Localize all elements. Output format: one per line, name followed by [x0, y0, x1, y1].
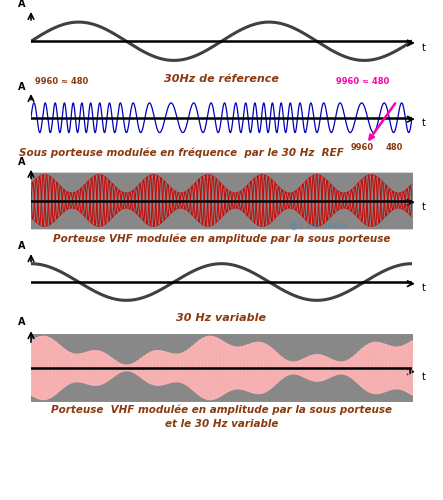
- Text: t: t: [421, 118, 425, 128]
- Text: t: t: [421, 42, 425, 52]
- Text: 30Hz de réference: 30Hz de réference: [164, 74, 279, 84]
- Text: A: A: [18, 82, 25, 92]
- Text: A: A: [18, 0, 25, 9]
- Text: A: A: [18, 317, 25, 327]
- Text: et le 30 Hz variable: et le 30 Hz variable: [165, 419, 278, 429]
- Text: A: A: [18, 156, 25, 166]
- Text: Porteuse  VHF modulée en amplitude par la sous porteuse: Porteuse VHF modulée en amplitude par la…: [51, 404, 392, 415]
- Text: t: t: [421, 202, 425, 212]
- Text: t: t: [421, 372, 425, 382]
- Text: 9960: 9960: [351, 143, 374, 152]
- Text: t: t: [421, 283, 425, 293]
- Text: 30 Hz variable: 30 Hz variable: [176, 313, 267, 323]
- Text: Porteuse VHF modulée en amplitude par la sous porteuse: Porteuse VHF modulée en amplitude par la…: [53, 234, 390, 244]
- Text: 9960 ≈ 480: 9960 ≈ 480: [336, 76, 389, 86]
- Text: A: A: [18, 242, 25, 252]
- Text: 480: 480: [385, 143, 403, 152]
- Text: @ L'avionnaira: @ L'avionnaira: [290, 220, 347, 229]
- Text: 9960 ≈ 480: 9960 ≈ 480: [35, 76, 88, 86]
- Text: Sous porteuse modulée en fréquence  par le 30 Hz  REF: Sous porteuse modulée en fréquence par l…: [19, 147, 344, 158]
